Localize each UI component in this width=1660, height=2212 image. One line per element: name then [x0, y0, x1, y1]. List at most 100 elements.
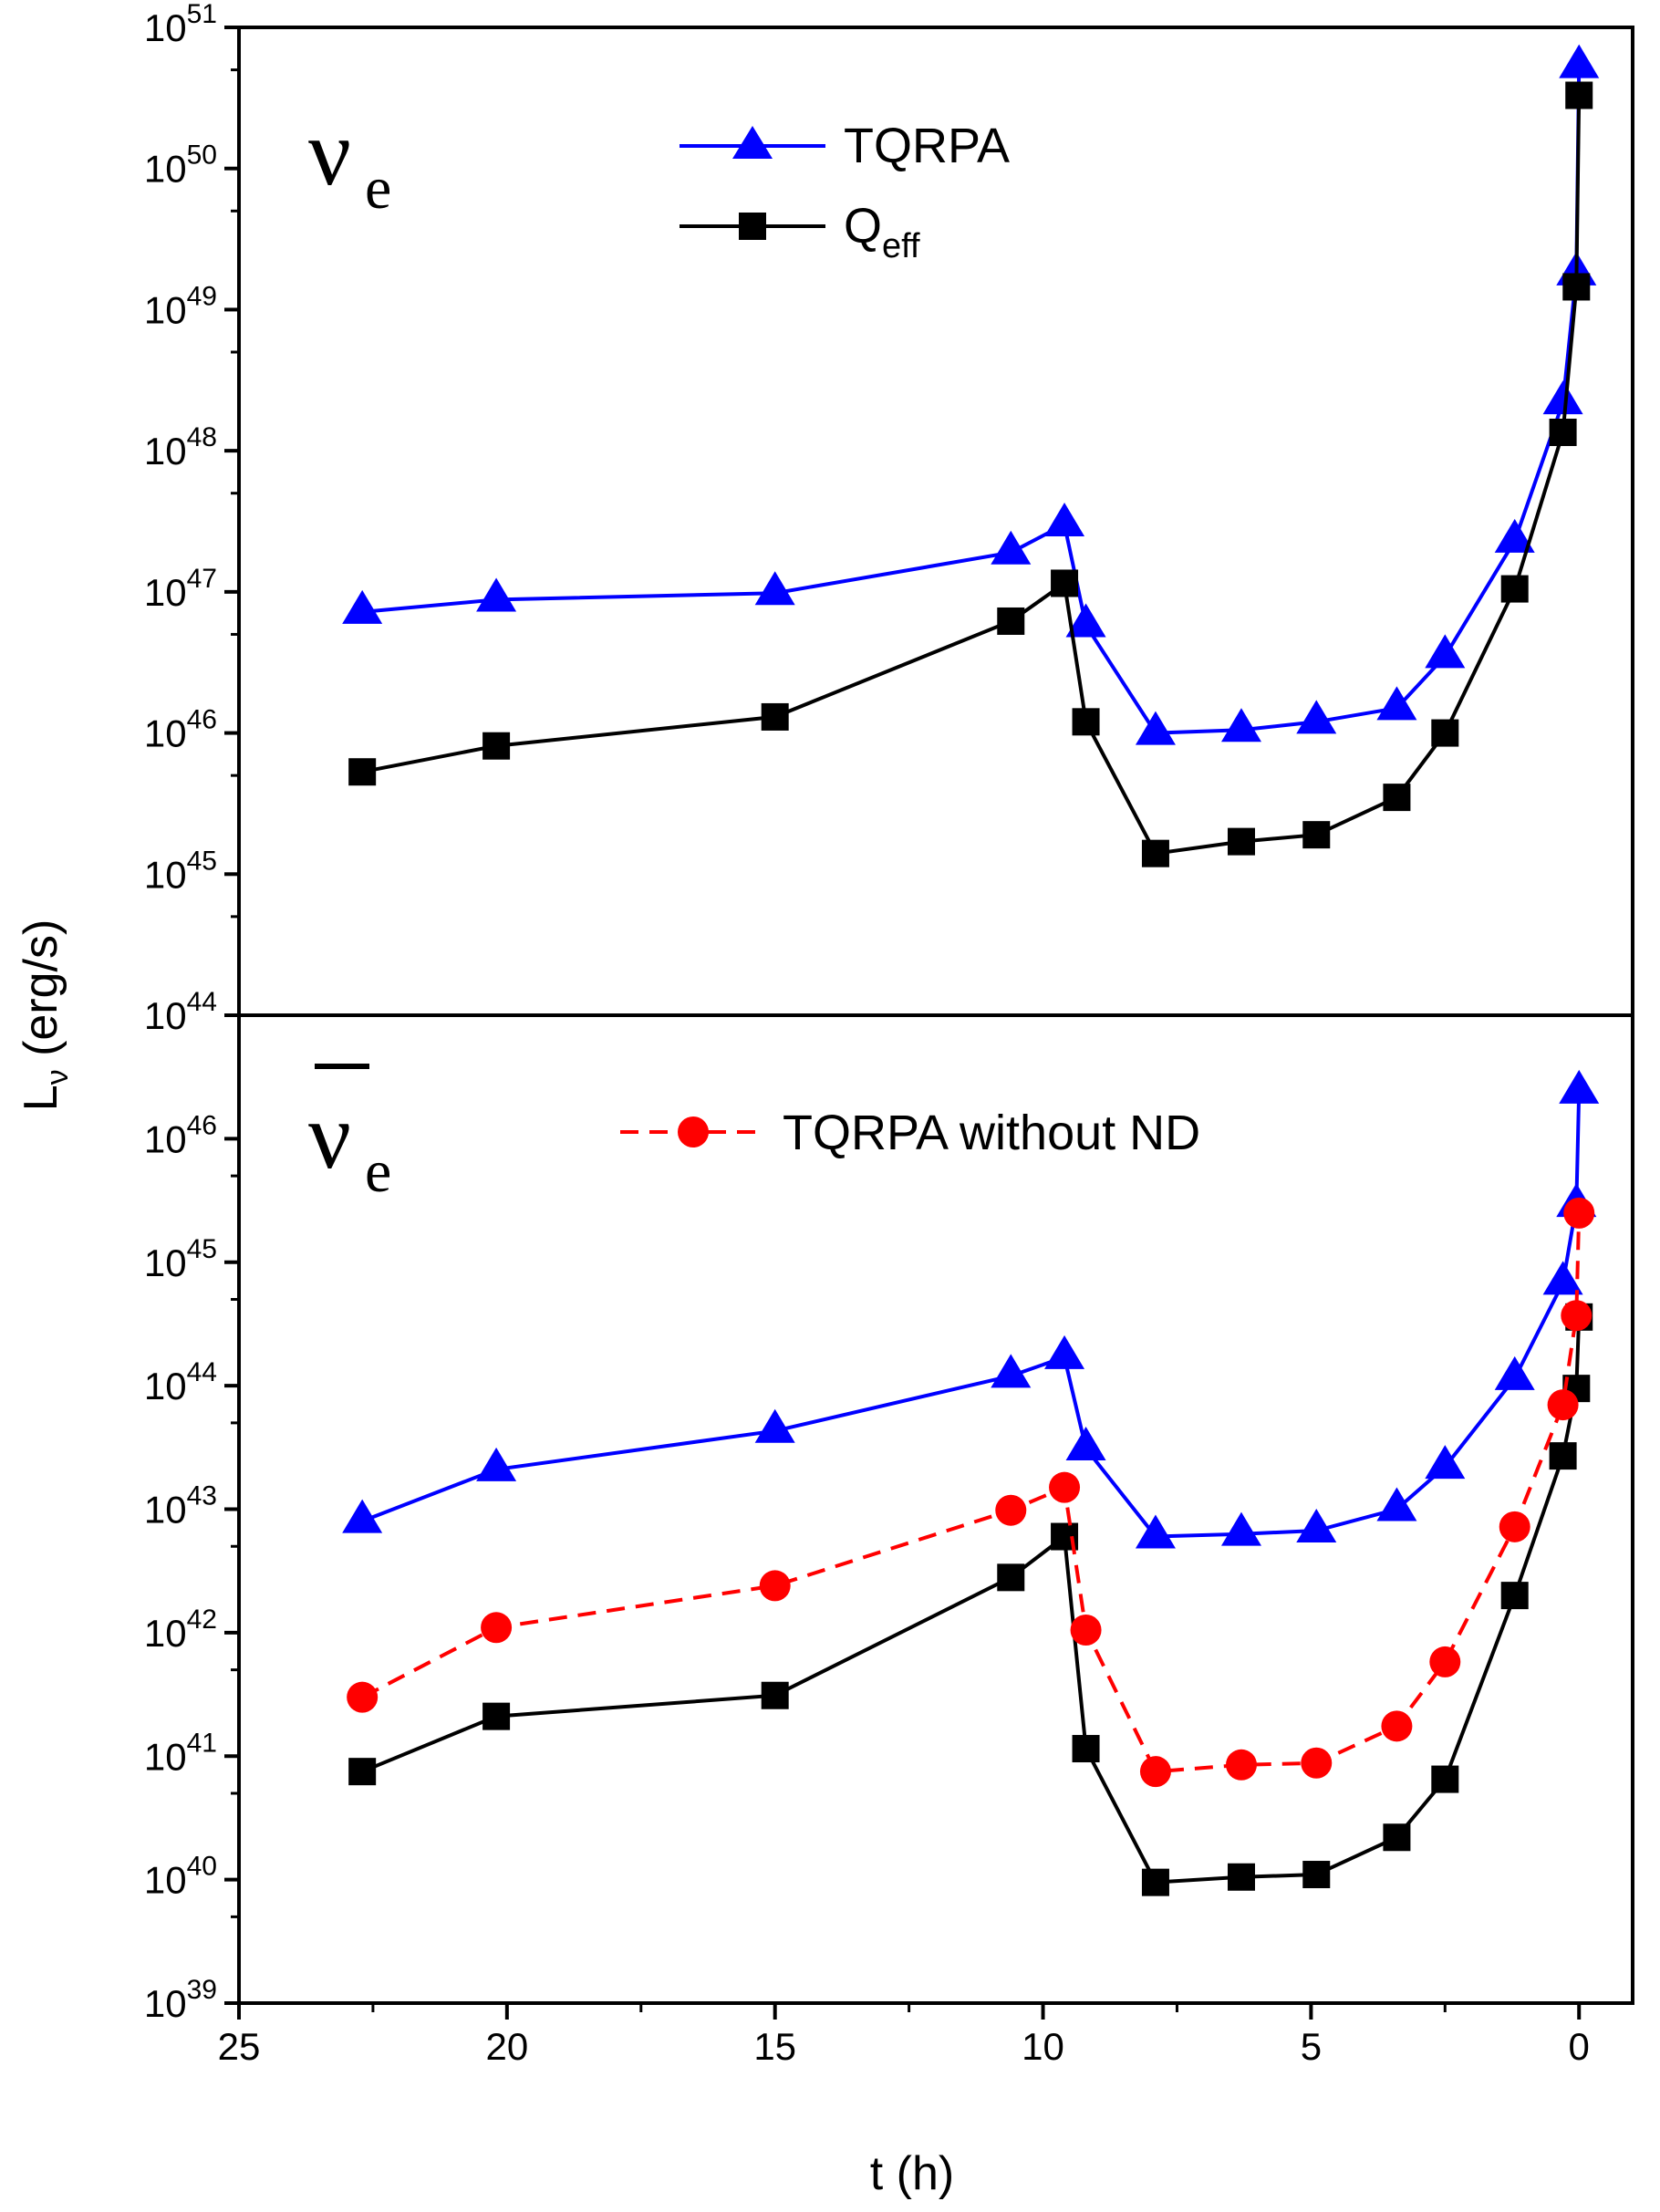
y-axis-title-sub: ν: [40, 1069, 75, 1085]
top-ytick-label: 1048: [144, 422, 217, 473]
bottom-point-circle: [1561, 1300, 1593, 1332]
bottom-point-circle: [1070, 1615, 1102, 1646]
top-ytick-label-exp: 50: [187, 140, 217, 171]
top-panel-nu-symbol: ν: [308, 100, 351, 205]
top-ytick-label-exp: 45: [187, 846, 217, 876]
bottom-point-triangle: [1559, 1069, 1600, 1104]
bottom-point-triangle: [754, 1408, 795, 1443]
bottom-point-triangle: [991, 1354, 1032, 1388]
bottom-point-circle: [347, 1681, 379, 1713]
bottom-point-triangle: [1425, 1445, 1466, 1480]
bottom-point-circle: [995, 1494, 1027, 1526]
top-panel-nu-subscript: e: [365, 155, 391, 222]
xtick-label: 25: [218, 2025, 261, 2068]
top-ytick-label-exp: 44: [187, 987, 217, 1017]
bottom-point-triangle: [1376, 1487, 1417, 1521]
top-point-triangle: [1065, 603, 1106, 638]
top-point-square: [1302, 821, 1331, 849]
bottom-ytick-label-exp: 39: [187, 1975, 217, 2005]
bottom-point-circle: [759, 1570, 791, 1602]
top-point-square: [1500, 575, 1529, 603]
top-ytick-label: 1049: [144, 281, 217, 331]
y-axis-title: Lν (erg/s): [15, 919, 75, 1112]
bottom-ytick-label-exp: 45: [187, 1234, 217, 1264]
bottom-panel-particle-label: ν e: [308, 1064, 391, 1205]
top-point-square: [1051, 569, 1079, 597]
top-ytick-label-base: 10: [144, 148, 187, 191]
bottom-point-square: [1431, 1765, 1459, 1793]
bottom-point-square: [1500, 1582, 1529, 1610]
y-axis-title-main: L: [15, 1085, 67, 1111]
legend-qeff-marker: [739, 213, 766, 240]
top-ytick-label-exp: 49: [187, 281, 217, 311]
bottom-ytick-label: 1042: [144, 1604, 217, 1655]
top-point-triangle: [1135, 711, 1176, 745]
legend-qeff-label: Qeff: [844, 199, 920, 265]
top-point-triangle: [1044, 503, 1085, 537]
bottom-point-triangle: [1220, 1511, 1261, 1546]
top-ytick-label-exp: 46: [187, 705, 217, 735]
top-point-triangle: [476, 577, 517, 612]
y-axis-title-unit: (erg/s): [15, 919, 67, 1070]
top-ytick-label-exp: 48: [187, 422, 217, 452]
bottom-ytick-label-exp: 46: [187, 1110, 217, 1140]
bottom-point-circle: [1049, 1471, 1081, 1503]
top-point-square: [348, 758, 377, 786]
bottom-point-square: [997, 1563, 1025, 1592]
top-point-triangle: [1296, 700, 1337, 734]
top-point-square: [997, 607, 1025, 635]
top-point-triangle: [991, 530, 1032, 565]
bottom-ytick-label-exp: 44: [187, 1357, 217, 1387]
axis-layer: 1044104510461047104810491050105110391040…: [144, 0, 1590, 2068]
top-point-square: [1227, 827, 1255, 856]
bottom-panel-nu-symbol: ν: [308, 1084, 351, 1189]
top-point-triangle: [1220, 708, 1261, 743]
bottom-ytick-label: 1040: [144, 1852, 217, 1902]
top-point-triangle: [1559, 44, 1600, 78]
bottom-ytick-label-exp: 41: [187, 1728, 217, 1758]
plot-layer: [342, 44, 1600, 1896]
top-legend: TQRPA Qeff: [680, 119, 1010, 265]
top-panel-particle-label: ν e: [308, 100, 391, 222]
bottom-ytick-label-exp: 40: [187, 1852, 217, 1882]
top-ytick-label: 1051: [144, 0, 217, 49]
top-point-triangle: [1542, 380, 1583, 415]
bottom-point-triangle: [1494, 1355, 1535, 1390]
bottom-ytick-label-base: 10: [144, 1241, 187, 1284]
bottom-ytick-label: 1041: [144, 1728, 217, 1778]
top-point-triangle: [1494, 518, 1535, 553]
top-ytick-label-base: 10: [144, 6, 187, 49]
top-point-square: [1565, 81, 1593, 109]
bottom-legend: TQRPA without ND: [620, 1106, 1200, 1160]
bottom-point-triangle: [1135, 1514, 1176, 1549]
bottom-ytick-label-base: 10: [144, 1365, 187, 1407]
xtick-label: 10: [1022, 2025, 1064, 2068]
xtick-label: 15: [753, 2025, 796, 2068]
top-ytick-label-base: 10: [144, 288, 187, 331]
top-point-square: [1072, 708, 1100, 736]
bottom-ytick-label-exp: 43: [187, 1481, 217, 1511]
bottom-ytick-label: 1046: [144, 1110, 217, 1160]
bottom-point-square: [1072, 1735, 1100, 1763]
bottom-ytick-label-base: 10: [144, 1982, 187, 2025]
bottom-point-square: [1227, 1863, 1255, 1891]
bottom-ytick-label: 1039: [144, 1975, 217, 2025]
top-ytick-label: 1047: [144, 564, 217, 614]
top-point-square: [1141, 839, 1169, 867]
bottom-point-circle: [1429, 1646, 1461, 1677]
top-ytick-label: 1044: [144, 987, 217, 1037]
bottom-point-circle: [1301, 1747, 1333, 1779]
legend-qeff-main: Q: [844, 199, 882, 254]
top-point-triangle: [342, 589, 383, 624]
top-point-square: [761, 702, 789, 731]
legend-qeff-sub: eff: [882, 227, 920, 265]
top-ytick-label-exp: 47: [187, 564, 217, 594]
bottom-point-triangle: [1296, 1509, 1337, 1543]
bottom-point-square: [761, 1681, 789, 1709]
bottom-ytick-label: 1044: [144, 1357, 217, 1407]
top-ytick-label: 1050: [144, 140, 217, 191]
bottom-point-circle: [1563, 1197, 1595, 1229]
top-point-triangle: [1425, 634, 1466, 669]
bottom-point-circle: [1547, 1389, 1579, 1421]
bottom-point-circle: [1381, 1710, 1413, 1742]
